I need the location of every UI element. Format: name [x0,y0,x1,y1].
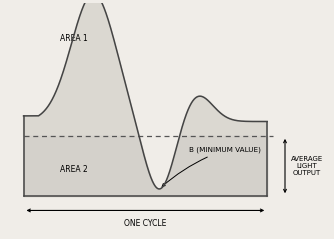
Text: ONE CYCLE: ONE CYCLE [124,219,167,228]
Text: AVERAGE
LIGHT
OUTPUT: AVERAGE LIGHT OUTPUT [291,156,323,176]
Text: B (MINIMUM VALUE): B (MINIMUM VALUE) [162,147,261,186]
Text: AREA 1: AREA 1 [60,34,88,43]
Text: AREA 2: AREA 2 [60,165,88,174]
Text: A (MAXIMUM VALUE): A (MAXIMUM VALUE) [0,238,1,239]
